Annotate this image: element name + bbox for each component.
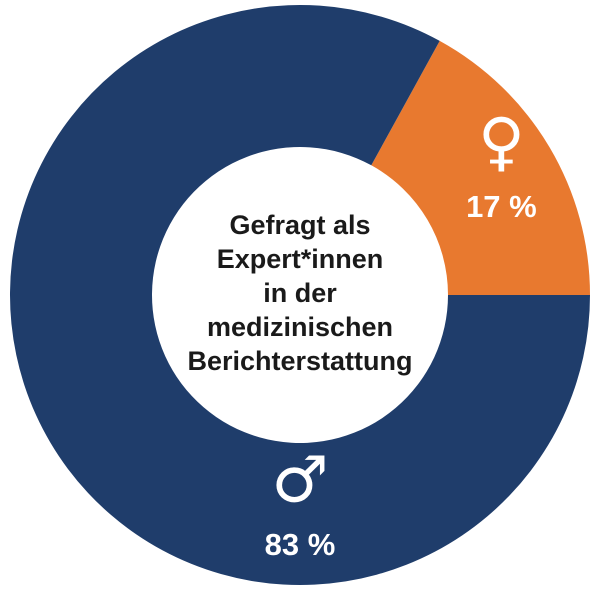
value-label: 17 % [466,189,537,224]
chart-title: Berichterstattung [187,346,412,376]
chart-title: Gefragt als [229,210,370,240]
category-symbol: ♀ [478,105,525,179]
chart-title: Expert*innen [217,244,384,274]
slice [371,40,590,295]
value-label: 83 % [265,527,336,562]
slice [9,4,590,585]
category-symbol: ♂ [271,444,328,518]
chart-title: medizinischen [207,312,393,342]
chart-title: in der [263,278,337,308]
